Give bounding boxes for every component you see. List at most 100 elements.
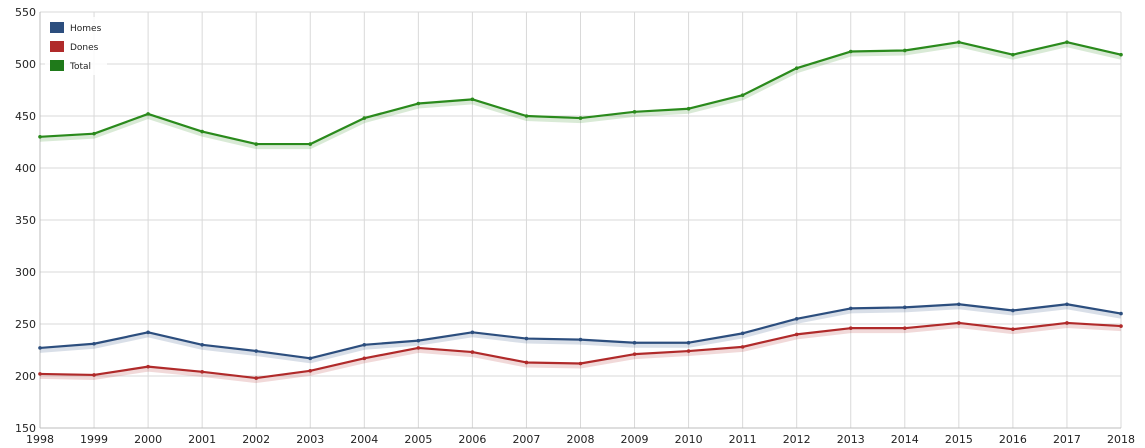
point-total: [632, 110, 637, 114]
legend-swatch-dones: [50, 41, 64, 52]
x-tick-label: 2001: [188, 433, 216, 446]
point-dones: [416, 346, 421, 350]
legend-label-homes: Homes: [70, 24, 102, 34]
point-total: [470, 97, 475, 102]
point-homes: [38, 346, 42, 350]
point-total: [254, 142, 258, 146]
point-total: [903, 48, 907, 53]
point-dones: [686, 349, 691, 353]
x-tick-label: 1999: [80, 433, 108, 446]
point-dones: [957, 321, 961, 325]
x-tick-label: 2018: [1107, 433, 1135, 446]
x-tick-label: 2007: [512, 433, 540, 446]
point-dones: [794, 332, 799, 337]
point-homes: [524, 336, 529, 341]
x-tick-label: 2015: [945, 433, 973, 446]
point-dones: [1119, 324, 1123, 328]
point-homes: [848, 306, 853, 311]
point-dones: [362, 356, 367, 361]
y-tick-label: 250: [15, 318, 36, 331]
point-homes: [740, 331, 745, 336]
point-dones: [308, 369, 313, 373]
series-shadow-homes: [39, 305, 1122, 364]
point-homes: [957, 302, 961, 307]
y-tick-label: 200: [15, 370, 36, 383]
point-homes: [1011, 308, 1015, 313]
y-tick-label: 550: [15, 6, 36, 19]
point-homes: [92, 341, 96, 346]
point-homes: [1065, 302, 1069, 307]
point-homes: [470, 330, 475, 335]
x-tick-label: 2000: [134, 433, 162, 446]
point-total: [1119, 52, 1123, 57]
point-homes: [362, 343, 367, 347]
point-total: [686, 106, 691, 111]
legend-item-total: Total: [50, 60, 91, 72]
x-tick-label: 2005: [404, 433, 432, 446]
y-tick-label: 150: [15, 422, 36, 435]
legend-label-dones: Dones: [70, 43, 99, 53]
point-total: [1011, 52, 1015, 57]
point-total: [38, 135, 42, 139]
point-dones: [1065, 321, 1069, 325]
point-homes: [200, 343, 204, 347]
x-tick-label: 2012: [783, 433, 811, 446]
x-tick-label: 2006: [458, 433, 486, 446]
point-dones: [848, 326, 853, 330]
point-homes: [903, 305, 907, 310]
x-tick-label: 2013: [837, 433, 865, 446]
point-dones: [1011, 327, 1015, 332]
series-lines: [38, 40, 1123, 384]
point-dones: [92, 373, 96, 377]
point-homes: [1119, 311, 1123, 316]
axes: 150 200 250 300 350 400 450 500 550 1998 1999 2000 2…: [15, 6, 1135, 446]
x-tick-label: 2002: [242, 433, 270, 446]
point-dones: [38, 372, 42, 376]
point-homes: [794, 317, 799, 321]
x-tick-label: 2016: [999, 433, 1027, 446]
x-tick-label: 2003: [296, 433, 324, 446]
point-homes: [416, 338, 421, 343]
y-tick-label: 450: [15, 110, 36, 123]
y-tick-label: 350: [15, 214, 36, 227]
x-tick-label: 2017: [1053, 433, 1081, 446]
legend: Homes Dones Total: [45, 17, 107, 75]
point-dones: [146, 364, 150, 369]
point-dones: [254, 376, 258, 380]
grid: [39, 11, 1122, 429]
point-total: [200, 129, 204, 134]
y-tick-label: 400: [15, 162, 36, 175]
point-total: [416, 101, 421, 106]
point-dones: [578, 361, 583, 366]
point-homes: [632, 340, 637, 345]
point-total: [308, 142, 313, 146]
point-dones: [200, 370, 204, 374]
series-shadow-dones: [39, 323, 1122, 384]
point-total: [362, 116, 367, 120]
point-homes: [308, 356, 313, 361]
point-total: [740, 93, 745, 97]
point-total: [92, 131, 96, 136]
point-dones: [740, 345, 745, 349]
y-tick-label: 500: [15, 58, 36, 71]
point-homes: [146, 330, 150, 335]
point-homes: [254, 349, 258, 353]
point-homes: [686, 340, 691, 345]
x-tick-label: 2011: [729, 433, 757, 446]
x-tick-label: 2004: [350, 433, 378, 446]
x-tick-label: 2009: [621, 433, 649, 446]
point-total: [957, 40, 961, 44]
point-total: [146, 112, 150, 116]
legend-item-homes: Homes: [50, 22, 102, 34]
point-dones: [632, 352, 637, 356]
legend-label-total: Total: [69, 62, 91, 72]
point-total: [524, 114, 529, 118]
point-total: [848, 49, 853, 54]
point-total: [1065, 40, 1069, 44]
x-tick-label: 2008: [567, 433, 595, 446]
point-dones: [470, 350, 475, 354]
x-tick-label: 1998: [26, 433, 54, 446]
point-dones: [903, 326, 907, 330]
point-homes: [578, 337, 583, 342]
